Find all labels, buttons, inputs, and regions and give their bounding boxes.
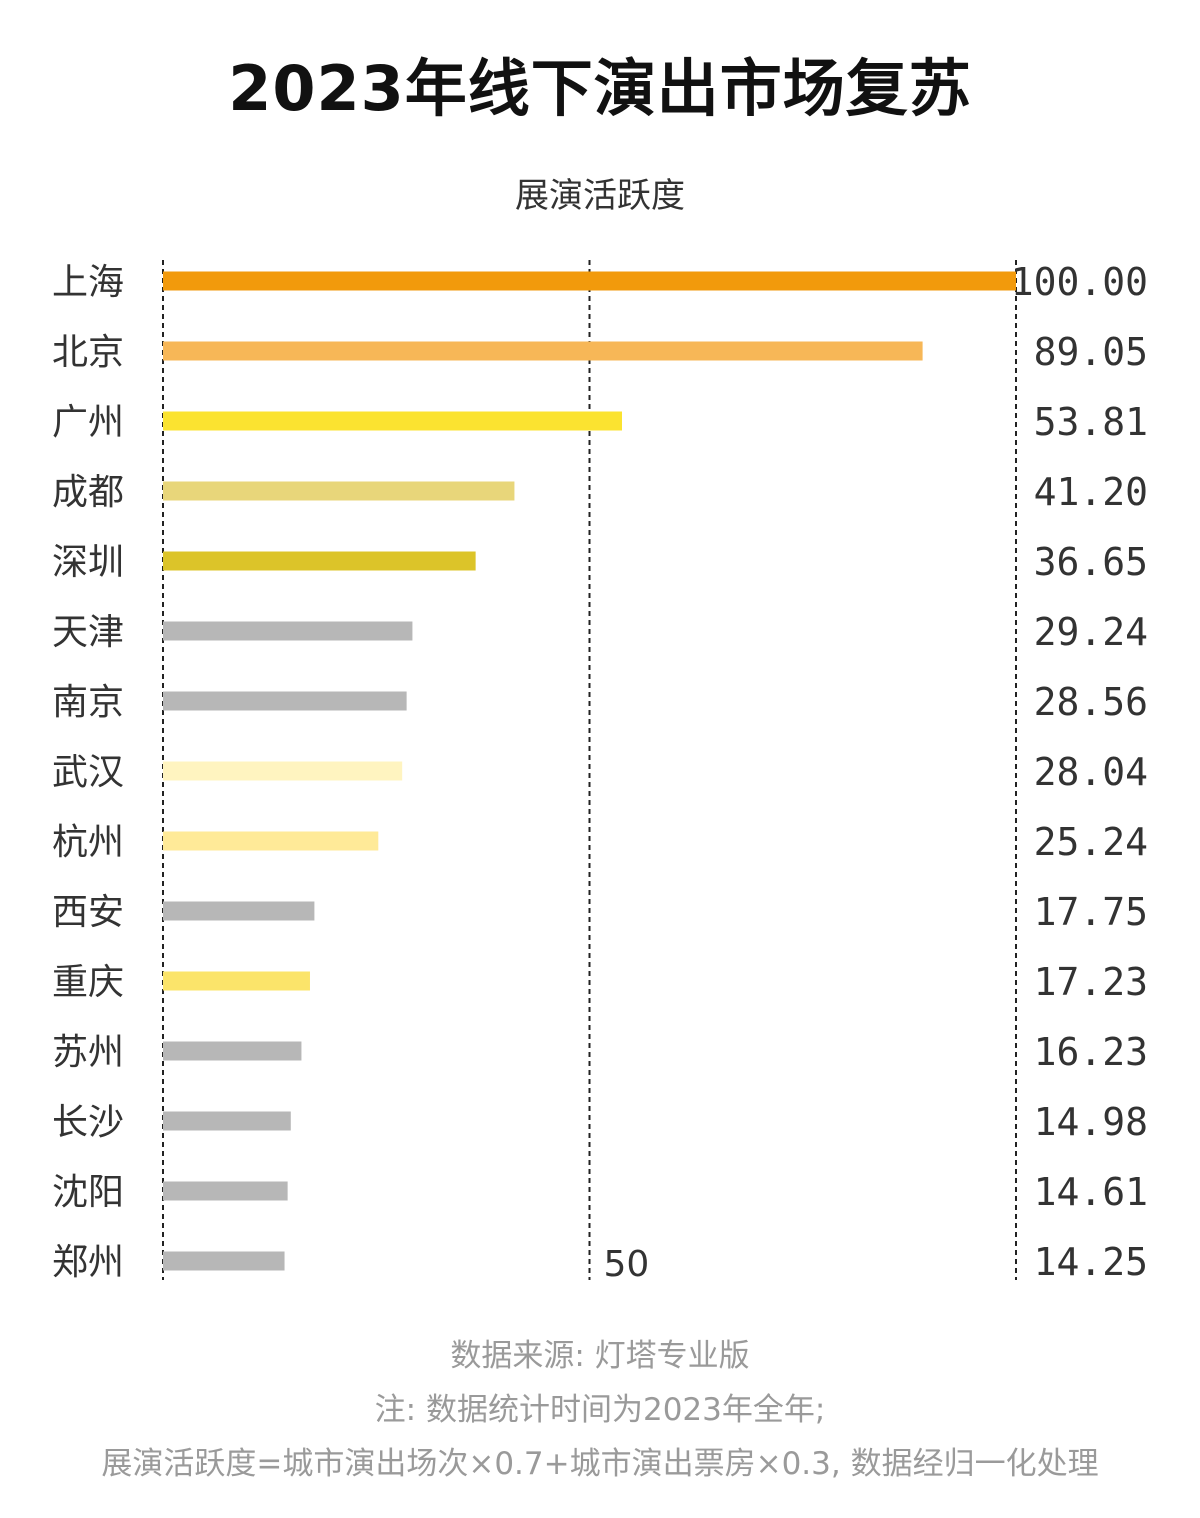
source-note: 数据来源: 灯塔专业版 [450,1338,750,1374]
value-label: 29.24 [1034,610,1148,654]
value-label: 14.25 [1034,1240,1148,1284]
value-label: 14.98 [1034,1100,1148,1144]
bar [163,691,407,711]
category-label: 郑州 [52,1242,124,1283]
category-label: 广州 [52,402,124,443]
category-label: 天津 [52,612,124,653]
value-label: 28.04 [1034,750,1148,794]
category-label: 南京 [52,682,124,723]
footnote-period: 注: 数据统计时间为2023年全年; [374,1392,826,1428]
value-label: 100.00 [1011,260,1148,304]
bar [163,761,403,781]
bar [163,621,413,641]
category-label: 北京 [52,332,124,373]
value-label: 28.56 [1034,680,1148,724]
value-label: 53.81 [1034,400,1148,444]
value-label: 16.23 [1034,1030,1148,1074]
value-label: 14.61 [1034,1170,1148,1214]
bar [163,1111,291,1131]
category-label: 沈阳 [52,1172,124,1213]
bar [163,481,515,501]
bar [163,411,622,431]
category-label: 重庆 [52,962,124,1003]
chart-title: 2023年线下演出市场复苏 [228,52,972,125]
footnote-formula: 展演活跃度=城市演出场次×0.7+城市演出票房×0.3, 数据经归一化处理 [101,1446,1099,1482]
value-label: 25.24 [1034,820,1148,864]
value-label: 36.65 [1034,540,1148,584]
category-label: 武汉 [52,752,124,793]
bar [163,1251,285,1271]
value-label: 89.05 [1034,330,1148,374]
bar [163,901,315,921]
bar [163,271,1016,291]
category-label: 上海 [52,262,124,303]
bar [163,341,923,361]
category-label: 杭州 [52,822,124,863]
bar [163,831,379,851]
bar [163,551,476,571]
chart-subtitle: 展演活跃度 [515,176,685,216]
category-label: 西安 [52,892,124,933]
bar [163,1041,302,1061]
category-label: 苏州 [52,1032,124,1073]
bar [163,1181,288,1201]
category-label: 长沙 [52,1102,124,1143]
value-label: 41.20 [1034,470,1148,514]
x-tick-label: 50 [604,1244,650,1285]
value-label: 17.23 [1034,960,1148,1004]
bar [163,971,310,991]
category-label: 深圳 [52,542,124,583]
value-label: 17.75 [1034,890,1148,934]
category-label: 成都 [52,472,124,513]
